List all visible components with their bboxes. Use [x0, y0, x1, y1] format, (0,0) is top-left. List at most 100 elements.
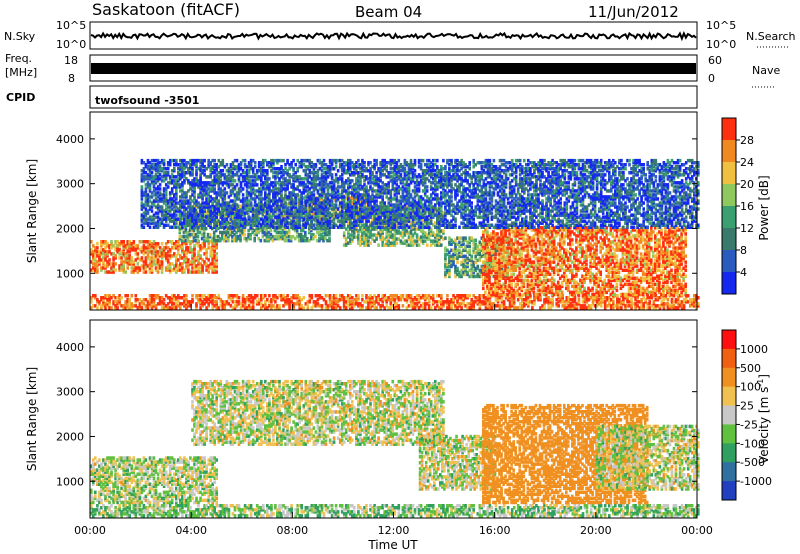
- data-cell: [357, 294, 360, 298]
- freq-label-line2: [MHz]: [5, 66, 37, 79]
- nsky-label: N.Sky: [4, 30, 36, 43]
- beam-title: Beam 04: [355, 3, 422, 21]
- data-cell: [114, 268, 117, 272]
- data-cell: [256, 294, 259, 298]
- nave-label: Nave: [752, 64, 780, 77]
- data-cell: [398, 304, 401, 308]
- data-cell: [264, 294, 267, 298]
- power-data: [90, 159, 700, 310]
- data-cell: [402, 304, 405, 308]
- nsearch-bottom-tick: 10^0: [706, 38, 736, 51]
- freq-tick-top: 18: [64, 54, 78, 67]
- data-cell: [612, 300, 615, 304]
- data-cell: [209, 233, 212, 237]
- data-cell: [243, 233, 246, 237]
- data-cell: [304, 231, 307, 235]
- data-cell: [446, 294, 449, 298]
- data-cell: [215, 300, 218, 304]
- data-cell: [557, 304, 560, 308]
- data-cell: [157, 270, 160, 274]
- station-title: Saskatoon (fitACF): [92, 0, 240, 19]
- data-cell: [207, 270, 210, 274]
- data-cell: [135, 294, 138, 298]
- data-cell: [215, 270, 218, 274]
- nsky-panel: N.Sky 10^5 10^0 10^5 10^0 N.Search: [4, 19, 796, 51]
- data-cell: [191, 298, 194, 302]
- nsky-top-tick: 10^5: [56, 19, 86, 32]
- data-cell: [531, 306, 534, 310]
- data-cell: [270, 229, 273, 233]
- freq-band: [91, 63, 696, 74]
- data-cell: [543, 306, 546, 310]
- data-cell: [163, 298, 166, 302]
- data-cell: [648, 300, 651, 304]
- data-cell: [440, 294, 443, 298]
- data-cell: [274, 300, 277, 304]
- data-cell: [114, 262, 117, 266]
- data-cell: [177, 240, 180, 244]
- data-cell: [94, 294, 97, 298]
- data-cell: [375, 306, 378, 310]
- data-cell: [665, 294, 668, 298]
- data-cell: [377, 294, 380, 298]
- data-cell: [307, 304, 310, 308]
- data-cell: [667, 298, 670, 302]
- data-cell: [253, 237, 256, 241]
- data-cell: [683, 304, 686, 308]
- freq-tick-bottom: 8: [68, 72, 75, 85]
- data-cell: [321, 304, 324, 308]
- data-cell: [578, 298, 581, 302]
- data-cell: [199, 254, 202, 258]
- nsky-trace: [91, 34, 696, 39]
- data-cell: [122, 264, 125, 268]
- data-cell: [616, 294, 619, 298]
- data-cell: [161, 242, 164, 246]
- data-cell: [278, 304, 281, 308]
- data-cell: [432, 294, 435, 298]
- data-cell: [203, 242, 206, 246]
- data-cell: [410, 294, 413, 298]
- data-cell: [137, 262, 140, 266]
- data-cell: [215, 252, 218, 256]
- data-cell: [161, 260, 164, 264]
- nave-tick-bottom: 0: [708, 72, 715, 85]
- data-cell: [191, 294, 194, 298]
- data-cell: [268, 294, 271, 298]
- data-cell: [402, 294, 405, 298]
- data-cell: [227, 239, 230, 243]
- nsky-bottom-tick: 10^0: [56, 38, 86, 51]
- nave-tick-top: 60: [708, 54, 722, 67]
- data-cell: [120, 296, 123, 300]
- data-cell: [141, 306, 144, 310]
- data-cell: [286, 294, 289, 298]
- data-cell: [361, 304, 364, 308]
- data-cell: [179, 306, 182, 310]
- data-cell: [339, 306, 342, 310]
- data-cell: [218, 294, 221, 298]
- cpid-label: CPID: [6, 91, 35, 104]
- data-cell: [108, 258, 111, 262]
- data-cell: [630, 298, 633, 302]
- freq-panel: Freq. [MHz] 18 8 60 0 Nave: [5, 52, 780, 87]
- data-cell: [197, 239, 200, 243]
- data-cell: [215, 256, 218, 260]
- data-cell: [551, 298, 554, 302]
- data-cell: [238, 296, 241, 300]
- data-cell: [137, 252, 140, 256]
- data-cell: [122, 240, 125, 244]
- data-cell: [361, 294, 364, 298]
- data-cell: [96, 268, 99, 272]
- nsearch-top-tick: 10^5: [706, 19, 736, 32]
- data-cell: [303, 306, 306, 310]
- data-cell: [242, 294, 245, 298]
- data-cell: [335, 294, 338, 298]
- nsearch-label: N.Search: [746, 30, 796, 43]
- date-title: 11/Jun/2012: [588, 3, 679, 21]
- data-cell: [131, 256, 134, 260]
- data-cell: [197, 235, 200, 239]
- data-cell: [243, 229, 246, 233]
- data-cell: [205, 227, 208, 231]
- data-cell: [215, 262, 218, 266]
- data-cell: [96, 242, 99, 246]
